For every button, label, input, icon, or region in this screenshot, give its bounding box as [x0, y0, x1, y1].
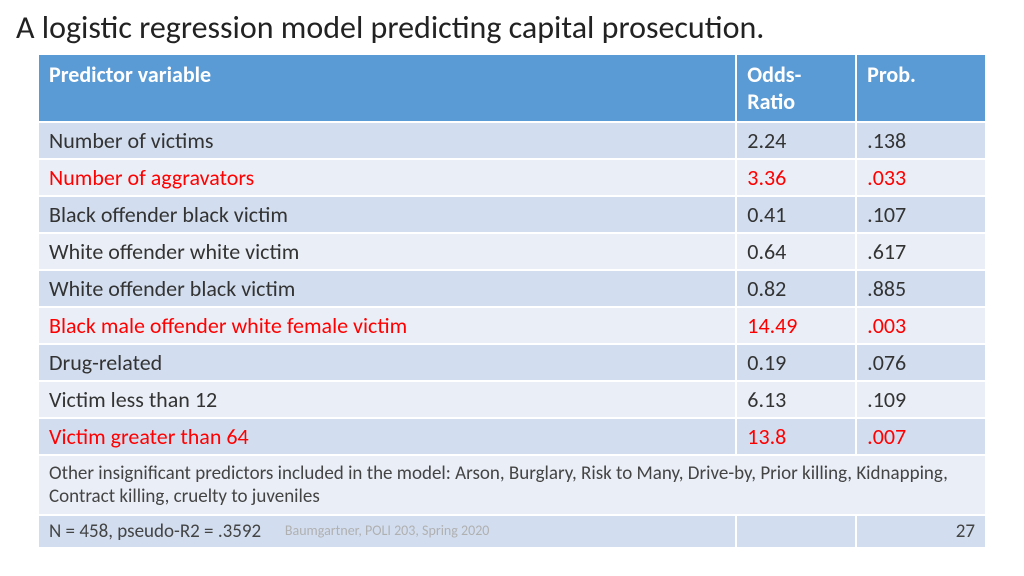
table-row: Black offender black victim 0.41 .107 — [38, 196, 986, 233]
cell-prob: .107 — [856, 196, 986, 233]
page-number: 27 — [856, 515, 986, 548]
cell-variable: Victim less than 12 — [38, 381, 736, 418]
cell-odds: 6.13 — [736, 381, 856, 418]
slide: A logistic regression model predicting c… — [0, 0, 1024, 549]
table-row: Number of victims 2.24 .138 — [38, 122, 986, 159]
table-row: Black male offender white female victim … — [38, 307, 986, 344]
cell-variable: Number of aggravators — [38, 159, 736, 196]
cell-odds: 0.41 — [736, 196, 856, 233]
cell-variable: Black male offender white female victim — [38, 307, 736, 344]
cell-variable: Black offender black victim — [38, 196, 736, 233]
cell-variable: White offender white victim — [38, 233, 736, 270]
cell-prob: .109 — [856, 381, 986, 418]
table-row: Number of aggravators 3.36 .033 — [38, 159, 986, 196]
cell-prob: .138 — [856, 122, 986, 159]
cell-odds: 14.49 — [736, 307, 856, 344]
cell-odds: 3.36 — [736, 159, 856, 196]
footer-blank — [736, 515, 856, 548]
table-row: Drug-related 0.19 .076 — [38, 344, 986, 381]
col-header-odds: Odds-Ratio — [736, 54, 856, 122]
regression-table: Predictor variable Odds-Ratio Prob. Numb… — [37, 53, 987, 549]
slide-title: A logistic regression model predicting c… — [12, 8, 1012, 47]
cell-variable: White offender black victim — [38, 270, 736, 307]
cell-prob: .885 — [856, 270, 986, 307]
table-row: Victim less than 12 6.13 .109 — [38, 381, 986, 418]
cell-variable: Drug-related — [38, 344, 736, 381]
cell-variable: Victim greater than 64 — [38, 418, 736, 455]
cell-prob: .033 — [856, 159, 986, 196]
col-header-variable: Predictor variable — [38, 54, 736, 122]
cell-odds: 0.19 — [736, 344, 856, 381]
cell-odds: 0.64 — [736, 233, 856, 270]
cell-odds: 13.8 — [736, 418, 856, 455]
table-footer-row: N = 458, pseudo-R2 = .3592 Baumgartner, … — [38, 515, 986, 548]
table-body: Number of victims 2.24 .138 Number of ag… — [38, 122, 986, 548]
cell-prob: .076 — [856, 344, 986, 381]
table-row: White offender black victim 0.82 .885 — [38, 270, 986, 307]
cell-variable: Number of victims — [38, 122, 736, 159]
n-text: N = 458, pseudo-R2 = .3592 — [49, 520, 261, 543]
table-row: White offender white victim 0.64 .617 — [38, 233, 986, 270]
n-line: N = 458, pseudo-R2 = .3592 Baumgartner, … — [38, 515, 736, 548]
cell-prob: .007 — [856, 418, 986, 455]
cell-prob: .003 — [856, 307, 986, 344]
footnote-text: Other insignificant predictors included … — [38, 455, 986, 515]
cell-odds: 0.82 — [736, 270, 856, 307]
cell-odds: 2.24 — [736, 122, 856, 159]
table-row: Victim greater than 64 13.8 .007 — [38, 418, 986, 455]
cell-prob: .617 — [856, 233, 986, 270]
table-header-row: Predictor variable Odds-Ratio Prob. — [38, 54, 986, 122]
col-header-prob: Prob. — [856, 54, 986, 122]
table-footnote-row: Other insignificant predictors included … — [38, 455, 986, 515]
